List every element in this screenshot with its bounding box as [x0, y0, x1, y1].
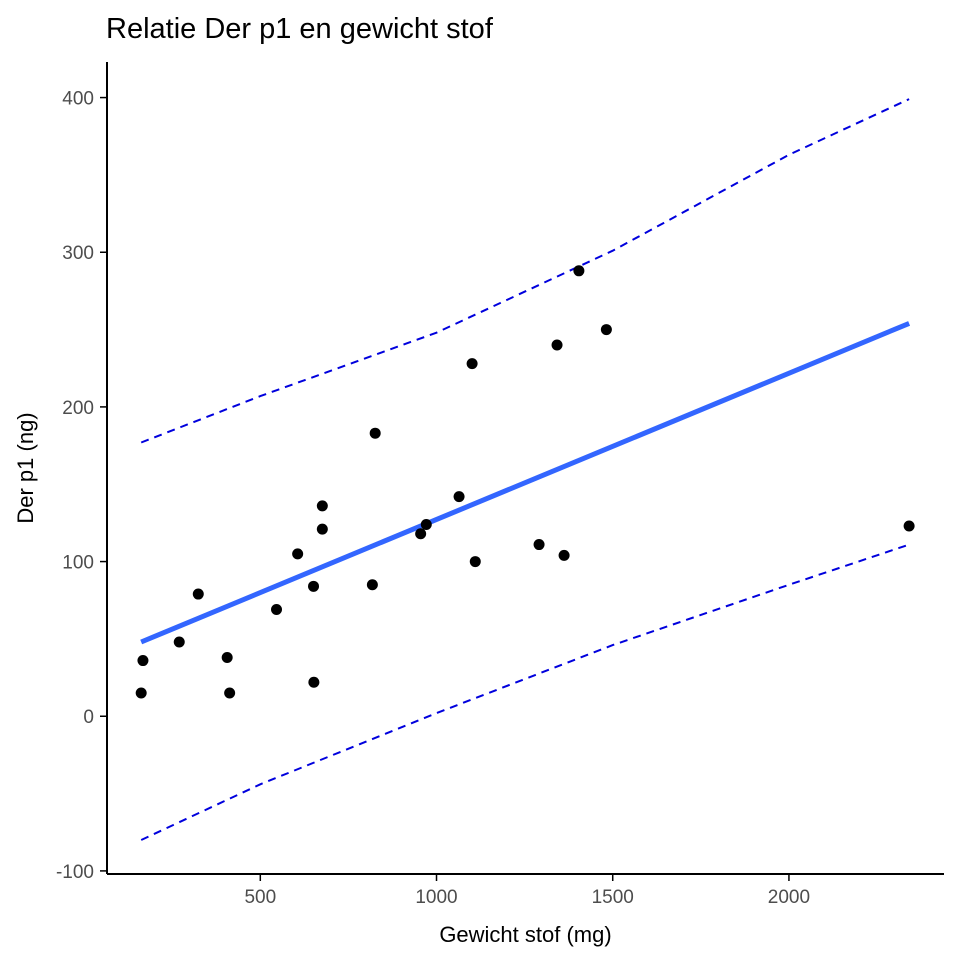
y-tick-label: 200	[62, 398, 94, 419]
data-point	[415, 528, 427, 540]
prediction-lower-line	[140, 543, 910, 841]
data-point	[533, 539, 545, 551]
y-tick-label: -100	[56, 862, 94, 883]
x-axis-label: Gewicht stof (mg)	[439, 922, 611, 947]
y-tick-label: 300	[62, 243, 94, 264]
data-point	[308, 676, 320, 688]
data-point	[137, 655, 149, 667]
y-tick-label: 100	[62, 553, 94, 574]
data-point	[551, 339, 563, 351]
x-tick-label: 2000	[768, 887, 810, 908]
y-tick-label: 0	[83, 707, 94, 728]
data-point	[469, 556, 481, 568]
prediction-band	[140, 98, 910, 841]
data-point	[135, 687, 147, 699]
data-point	[192, 588, 204, 600]
data-point	[558, 549, 570, 561]
data-point	[316, 500, 328, 512]
data-point	[366, 579, 378, 591]
data-point	[308, 580, 320, 592]
y-tick-label: 400	[62, 89, 94, 110]
data-point	[420, 518, 432, 530]
data-points	[135, 265, 915, 699]
data-point	[453, 491, 465, 503]
data-point	[292, 548, 304, 560]
x-axis-ticks: 500 1000 1500 2000	[244, 874, 810, 908]
data-point	[316, 523, 328, 535]
prediction-upper-line	[140, 98, 910, 444]
data-point	[573, 265, 585, 277]
data-point	[369, 427, 381, 439]
data-point	[271, 604, 283, 616]
data-point	[600, 324, 612, 336]
data-point	[224, 687, 236, 699]
chart-title: Relatie Der p1 en gewicht stof	[106, 13, 494, 45]
data-point	[221, 651, 233, 663]
fit-line	[140, 321, 911, 645]
data-point	[903, 520, 915, 532]
regression-fit	[140, 321, 911, 645]
data-point	[466, 358, 478, 370]
x-tick-label: 1000	[415, 887, 457, 908]
x-tick-label: 500	[244, 887, 276, 908]
data-point	[173, 636, 185, 648]
x-tick-label: 1500	[592, 887, 634, 908]
y-axis-ticks: -100 0 100 200 300 400	[56, 89, 107, 883]
y-axis-label: Der p1 (ng)	[13, 412, 38, 523]
